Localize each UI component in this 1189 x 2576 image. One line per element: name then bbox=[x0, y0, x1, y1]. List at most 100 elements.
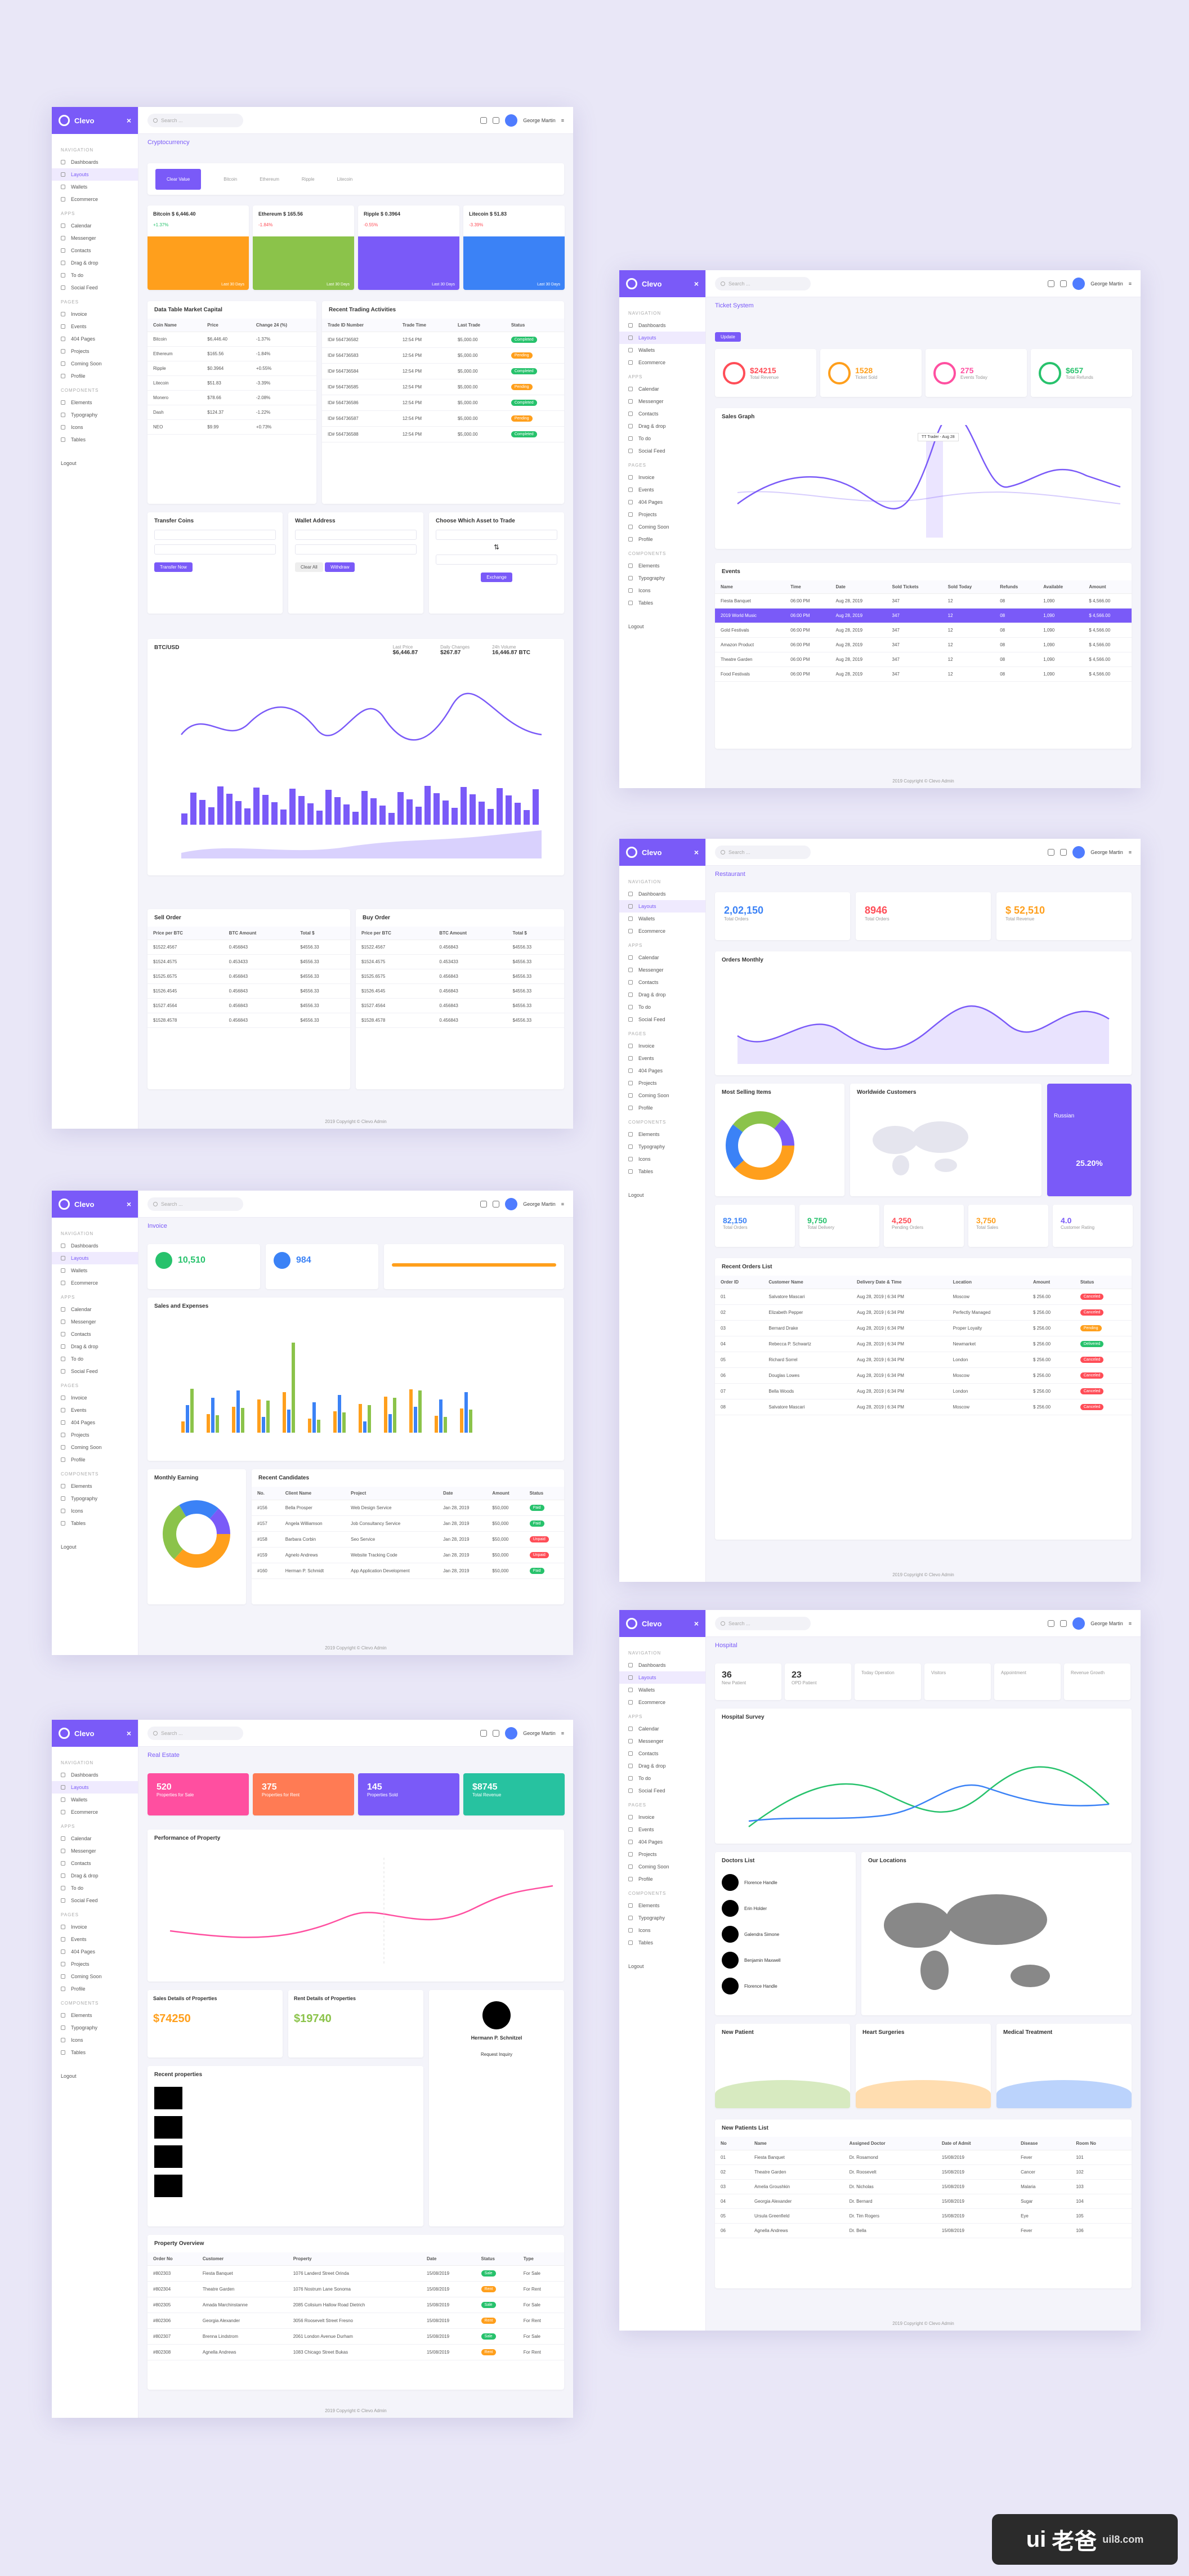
sidebar-item[interactable]: Contacts bbox=[619, 408, 705, 420]
sidebar-item[interactable]: Profile bbox=[619, 1102, 705, 1114]
sidebar-item[interactable]: Drag & drop bbox=[619, 420, 705, 432]
sidebar-item[interactable]: 404 Pages bbox=[619, 1836, 705, 1848]
sidebar-item[interactable]: Invoice bbox=[52, 308, 138, 320]
table-row[interactable]: $1524.4575 0.453433 $4556.33 bbox=[356, 954, 564, 969]
table-row[interactable]: 07 Bella Woods Aug 28, 2019 | 6:34 PM Londo… bbox=[715, 1383, 1132, 1399]
table-row[interactable]: #802303 Fiesta Banquet 1076 Landerd Street… bbox=[147, 2265, 564, 2282]
table-row[interactable]: ID# 564736588 12:54 PM $5,000.00 Completed bbox=[322, 426, 564, 442]
search-input[interactable]: Search ... bbox=[715, 845, 811, 859]
sidebar-item[interactable]: Drag & drop bbox=[619, 1760, 705, 1772]
table-row[interactable]: $1528.4578 0.456843 $4556.33 bbox=[147, 1013, 350, 1028]
table-row[interactable]: Bitcoin $6,446.40 -1.37% bbox=[147, 332, 316, 347]
sidebar-item[interactable]: Social Feed bbox=[619, 1013, 705, 1026]
sidebar-item[interactable]: Ecommerce bbox=[619, 925, 705, 937]
sidebar-item[interactable]: Typography bbox=[619, 1141, 705, 1153]
table-row[interactable]: 05 Richard Sorrel Aug 28, 2019 | 6:34 PM Lo… bbox=[715, 1352, 1132, 1368]
sidebar-item[interactable]: Invoice bbox=[619, 1811, 705, 1823]
amount-field[interactable] bbox=[154, 544, 276, 554]
update-button[interactable]: Update bbox=[715, 332, 741, 342]
sidebar-item[interactable]: Calendar bbox=[52, 1303, 138, 1316]
table-row[interactable]: 03 Bernard Drake Aug 28, 2019 | 6:34 PM Pro… bbox=[715, 1320, 1132, 1336]
sidebar-item[interactable]: Messenger bbox=[619, 964, 705, 976]
table-row[interactable]: 04 Georgia Alexander Dr. Bernard 15/08/2019… bbox=[715, 2194, 1132, 2209]
sidebar-item[interactable]: Ecommerce bbox=[52, 1806, 138, 1818]
property-item[interactable] bbox=[147, 2171, 423, 2201]
table-row[interactable]: #802306 Georgia Alexander 3056 Roosevelt S… bbox=[147, 2313, 564, 2329]
sidebar-item[interactable]: Social Feed bbox=[52, 1365, 138, 1378]
sidebar-item[interactable]: Tables bbox=[619, 1165, 705, 1178]
property-item[interactable] bbox=[147, 2113, 423, 2142]
sidebar-item[interactable]: Icons bbox=[619, 1924, 705, 1937]
table-row[interactable]: Amazon Product 06:00 PM Aug 28, 2019 347 12 0… bbox=[715, 637, 1132, 652]
sidebar-item[interactable]: Invoice bbox=[52, 1392, 138, 1404]
table-row[interactable]: 08 Salvatore Mascari Aug 28, 2019 | 6:34 P… bbox=[715, 1399, 1132, 1415]
doctor-item[interactable]: Galendra Simone bbox=[715, 1921, 856, 1947]
sidebar-item[interactable]: Events bbox=[619, 484, 705, 496]
table-row[interactable]: Monero $78.66 -2.08% bbox=[147, 390, 316, 405]
table-row[interactable]: Ethereum $165.56 -1.84% bbox=[147, 346, 316, 361]
table-row[interactable]: $1525.6575 0.456843 $4556.33 bbox=[147, 969, 350, 984]
sidebar-item[interactable]: Typography bbox=[52, 1492, 138, 1505]
close-icon[interactable]: × bbox=[126, 1200, 131, 1209]
logout-button[interactable]: Logout bbox=[619, 620, 705, 633]
sidebar-item[interactable]: Tables bbox=[619, 1937, 705, 1949]
table-row[interactable]: $1525.6575 0.456843 $4556.33 bbox=[356, 969, 564, 984]
sidebar-item[interactable]: Icons bbox=[619, 1153, 705, 1165]
sidebar-item[interactable]: Coming Soon bbox=[52, 357, 138, 370]
sidebar-item[interactable]: Drag & drop bbox=[52, 1870, 138, 1882]
sidebar-item[interactable]: Dashboards bbox=[619, 888, 705, 900]
table-row[interactable]: $1524.4575 0.453433 $4556.33 bbox=[147, 954, 350, 969]
sidebar-item[interactable]: Projects bbox=[52, 1429, 138, 1441]
sidebar-item[interactable]: Projects bbox=[619, 1077, 705, 1089]
sidebar-item[interactable]: 404 Pages bbox=[619, 496, 705, 508]
property-item[interactable] bbox=[147, 2083, 423, 2113]
sidebar-item[interactable]: Dashboards bbox=[619, 319, 705, 332]
sidebar-item[interactable]: Messenger bbox=[619, 395, 705, 408]
sidebar-item[interactable]: Dashboards bbox=[52, 1769, 138, 1781]
sidebar-item[interactable]: Elements bbox=[619, 1899, 705, 1912]
payment-field[interactable] bbox=[154, 530, 276, 540]
sidebar-item[interactable]: Messenger bbox=[619, 1735, 705, 1747]
logout-button[interactable]: Logout bbox=[619, 1960, 705, 1973]
table-row[interactable]: 04 Rebecca P. Schwartz Aug 28, 2019 | 6:34… bbox=[715, 1336, 1132, 1352]
sidebar-item[interactable]: Calendar bbox=[619, 1723, 705, 1735]
menu-icon[interactable]: ≡ bbox=[561, 117, 564, 123]
table-row[interactable]: Gold Festivals 06:00 PM Aug 28, 2019 347 12 0… bbox=[715, 623, 1132, 638]
sidebar-item[interactable]: To do bbox=[52, 269, 138, 281]
sidebar-item[interactable]: Drag & drop bbox=[619, 989, 705, 1001]
sidebar-item[interactable]: Wallets bbox=[52, 1794, 138, 1806]
sidebar-item[interactable]: Icons bbox=[52, 1505, 138, 1517]
search-input[interactable]: Search ... bbox=[715, 1616, 811, 1630]
property-item[interactable] bbox=[147, 2142, 423, 2171]
search-input[interactable]: Search ... bbox=[147, 1726, 243, 1740]
sidebar-item[interactable]: Messenger bbox=[52, 1845, 138, 1857]
logout-button[interactable]: Logout bbox=[52, 2070, 138, 2082]
table-row[interactable]: Dash $124.37 -1.22% bbox=[147, 405, 316, 420]
table-row[interactable]: #159 Agnelo Andrews Website Tracking Code J… bbox=[252, 1547, 564, 1563]
coin-card[interactable]: Litecoin $ 51.83 -3.39% Last 30 Days bbox=[463, 205, 565, 290]
sidebar-item[interactable]: Social Feed bbox=[52, 1894, 138, 1907]
avatar[interactable] bbox=[505, 1727, 518, 1739]
close-icon[interactable]: × bbox=[694, 1619, 699, 1628]
table-row[interactable]: ID# 564736582 12:54 PM $5,000.00 Completed bbox=[322, 332, 564, 348]
wallet-field[interactable] bbox=[295, 530, 417, 540]
sidebar-item[interactable]: Contacts bbox=[52, 1328, 138, 1340]
bell-icon[interactable] bbox=[493, 117, 500, 124]
table-row[interactable]: #802304 Theatre Garden 1076 Nostrum Lane S… bbox=[147, 2281, 564, 2297]
table-row[interactable]: $1522.4567 0.456843 $4556.33 bbox=[147, 940, 350, 955]
exchange-button[interactable]: Exchange bbox=[481, 573, 512, 582]
bell-icon[interactable] bbox=[1060, 1620, 1067, 1627]
settings-icon[interactable] bbox=[480, 1200, 488, 1208]
sidebar-item[interactable]: Wallets bbox=[52, 1264, 138, 1277]
sidebar-item[interactable]: Coming Soon bbox=[619, 1089, 705, 1102]
sidebar-item[interactable]: Profile bbox=[52, 1454, 138, 1466]
table-row[interactable]: Fiesta Banquet 06:00 PM Aug 28, 2019 347 12 0… bbox=[715, 593, 1132, 609]
sidebar-item[interactable]: Wallets bbox=[619, 1684, 705, 1696]
sidebar-item[interactable]: Events bbox=[52, 1404, 138, 1416]
avatar[interactable] bbox=[1072, 1617, 1085, 1630]
sidebar-item[interactable]: Elements bbox=[52, 396, 138, 409]
sidebar-item[interactable]: Tables bbox=[619, 597, 705, 609]
sidebar-item[interactable]: 404 Pages bbox=[52, 1946, 138, 1958]
table-row[interactable]: #802308 Agnella Andrews 1083 Chicago Stree… bbox=[147, 2344, 564, 2360]
table-row[interactable]: 05 Ursula Greenfield Dr. Tim Rogers 15/08/2… bbox=[715, 2208, 1132, 2224]
